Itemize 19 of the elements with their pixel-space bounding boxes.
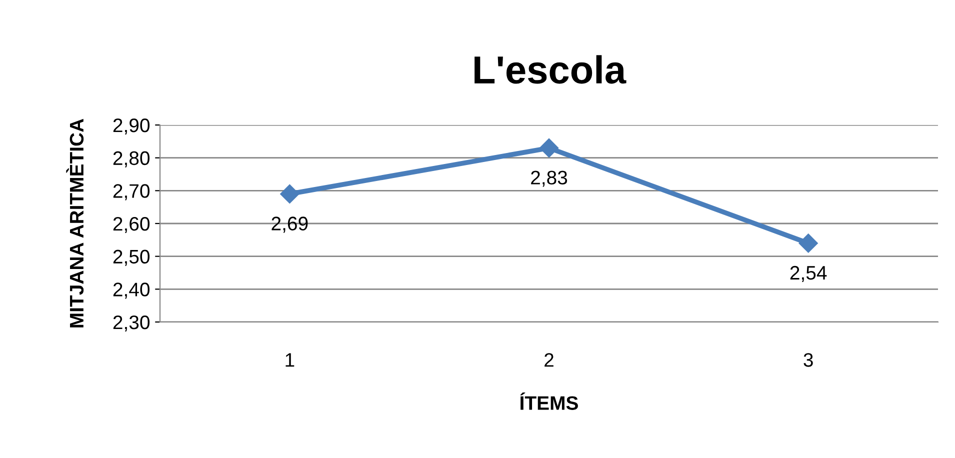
y-tick-label: 2,30 — [113, 315, 150, 332]
point — [798, 234, 818, 253]
x-axis-title: ÍTEMS — [520, 392, 578, 410]
data-label: 2,54 — [790, 266, 827, 282]
y-tick-label: 2,40 — [113, 282, 150, 299]
x-tick-label: 1 — [286, 353, 294, 367]
y-tick-label: 2,90 — [113, 118, 150, 135]
point — [280, 184, 300, 204]
y-tick-label: 2,70 — [113, 184, 150, 200]
y-tick-label: 2,80 — [113, 151, 150, 168]
data-label: 2,69 — [272, 216, 308, 233]
x-tick-label: 2 — [544, 353, 554, 367]
y-tick-label: 2,50 — [113, 250, 150, 266]
y-axis-title: MITJANA ARITMÈTICA — [66, 118, 84, 328]
data-label: 2,83 — [531, 170, 568, 187]
y-tick-label: 2,60 — [113, 216, 150, 234]
point — [539, 138, 559, 158]
x-tick-label: 3 — [804, 353, 813, 367]
chart-title: L'escola — [474, 55, 626, 84]
